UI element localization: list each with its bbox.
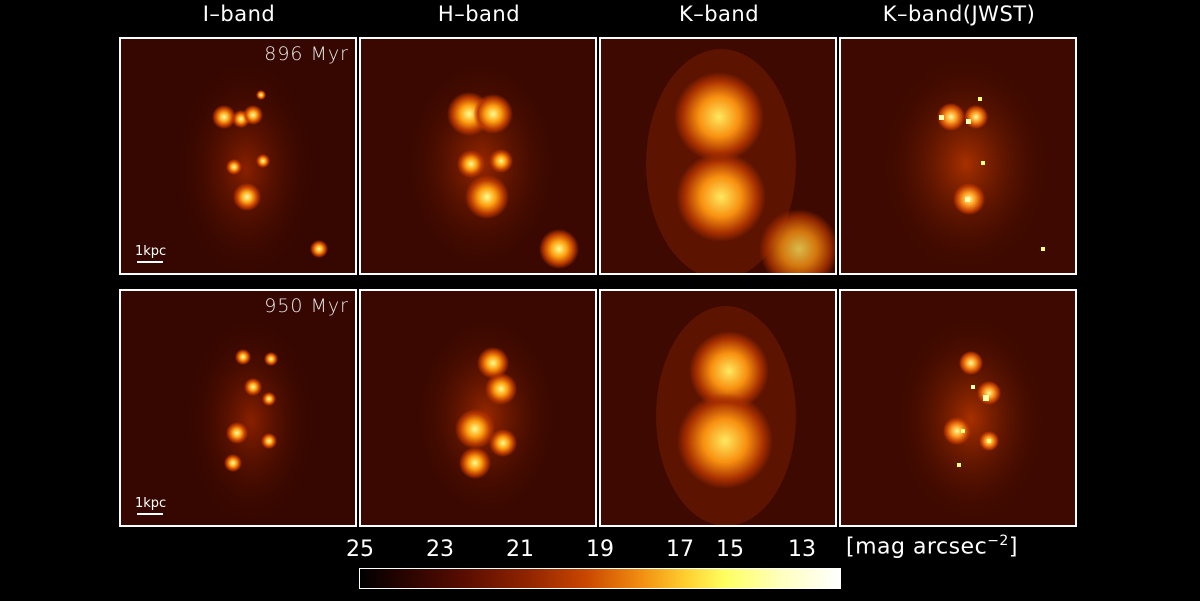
galaxy-image-h-950 bbox=[361, 291, 595, 525]
galaxy-image-kjwst-950 bbox=[841, 291, 1075, 525]
panel-h-950 bbox=[359, 289, 597, 527]
colorbar-unit-exponent: −2 bbox=[987, 533, 1009, 549]
band-title-k-jwst: K–band(JWST) bbox=[882, 2, 1036, 26]
image-grid: 896 Myr 1kpc bbox=[119, 37, 1081, 529]
colorbar-unit: [mag arcsec−2] bbox=[846, 533, 1018, 559]
galaxy-image-k-950 bbox=[601, 291, 835, 525]
scale-bar-label: 1kpc bbox=[135, 496, 167, 511]
age-label: 896 Myr bbox=[264, 43, 349, 65]
colorbar-tick: 19 bbox=[586, 537, 614, 562]
colorbar bbox=[359, 568, 841, 589]
galaxy-image-i-950 bbox=[121, 291, 355, 525]
galaxy-image-h-896 bbox=[361, 39, 595, 273]
colorbar-tick: 25 bbox=[346, 537, 374, 562]
panel-kjwst-950 bbox=[839, 289, 1077, 527]
galaxy-image-kjwst-896 bbox=[841, 39, 1075, 273]
colorbar-unit-close: ] bbox=[1008, 534, 1018, 560]
colorbar-tick: 21 bbox=[506, 537, 534, 562]
colorbar-tick: 15 bbox=[716, 537, 744, 562]
colorbar-tick: 23 bbox=[426, 537, 454, 562]
band-title-k: K–band bbox=[678, 2, 760, 26]
panel-k-950 bbox=[599, 289, 837, 527]
colorbar-tick: 17 bbox=[666, 537, 694, 562]
panel-kjwst-896 bbox=[839, 37, 1077, 275]
scale-bar: 1kpc bbox=[135, 496, 166, 515]
scale-bar: 1kpc bbox=[135, 244, 166, 263]
colorbar-unit-text: [mag arcsec bbox=[846, 534, 988, 560]
colorbar-tick: 13 bbox=[788, 537, 816, 562]
age-label: 950 Myr bbox=[264, 295, 349, 317]
scale-bar-line bbox=[137, 513, 163, 515]
panel-k-896 bbox=[599, 37, 837, 275]
galaxy-image-i-896 bbox=[121, 39, 355, 273]
scale-bar-line bbox=[137, 261, 163, 263]
colorbar-ticks: 25 23 21 19 17 15 13 bbox=[340, 537, 840, 563]
panel-i-950: 950 Myr 1kpc bbox=[119, 289, 357, 527]
band-title-i: I–band bbox=[202, 2, 276, 26]
panel-i-896: 896 Myr 1kpc bbox=[119, 37, 357, 275]
galaxy-image-k-896 bbox=[601, 39, 835, 273]
band-title-h: H–band bbox=[437, 2, 521, 26]
scale-bar-label: 1kpc bbox=[135, 244, 167, 259]
panel-h-896 bbox=[359, 37, 597, 275]
